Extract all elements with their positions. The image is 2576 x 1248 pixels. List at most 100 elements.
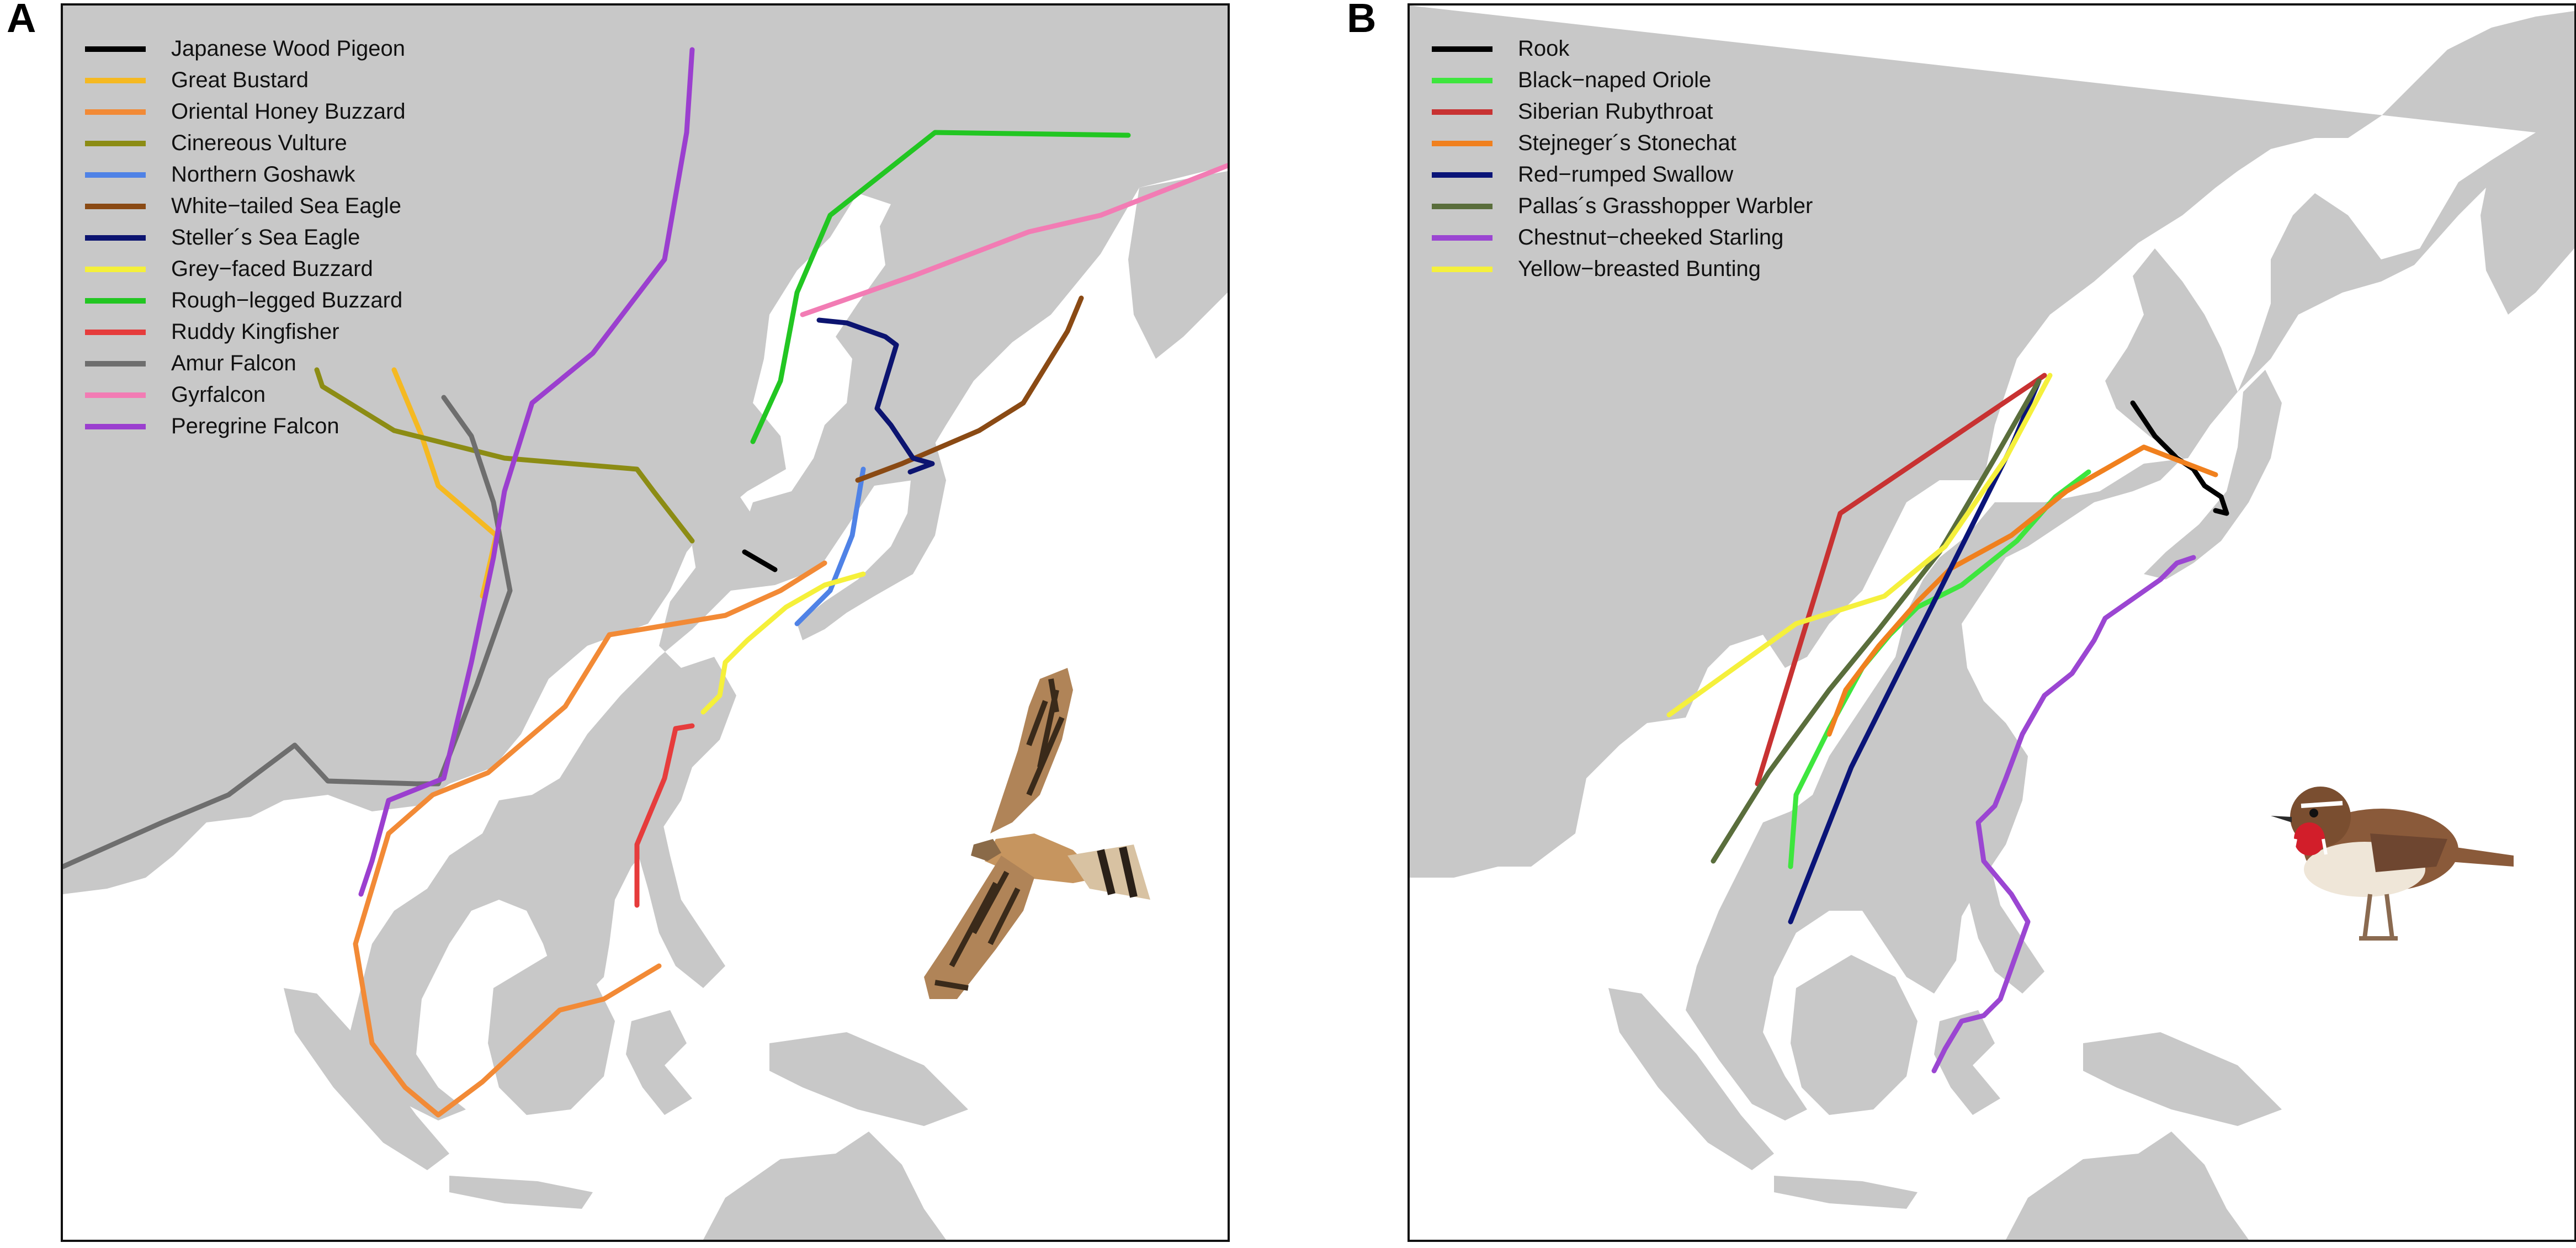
rubythroat-wing	[2370, 833, 2447, 872]
legend-swatch	[1432, 203, 1493, 209]
rubythroat-eyebrow	[2301, 801, 2343, 808]
panel-b-letter: B	[1347, 0, 1377, 41]
asia-mainland	[63, 6, 1228, 1120]
legend-label: Grey−faced Buzzard	[171, 257, 373, 281]
legend-label: Amur Falcon	[171, 351, 296, 375]
legend-label: Gyrfalcon	[171, 383, 266, 407]
new-guinea	[769, 1032, 968, 1126]
legend-item: Great Bustard	[85, 65, 406, 96]
legend-label: Yellow−breasted Bunting	[1518, 257, 1761, 281]
route-cinereous-vulture	[314, 367, 695, 544]
legend-item: Rook	[1432, 33, 1813, 65]
australia	[703, 1132, 946, 1240]
legend-label: Black−naped Oriole	[1518, 68, 1712, 92]
rubythroat-eye	[2309, 809, 2318, 817]
new-guinea-b	[2083, 1032, 2282, 1126]
sumatra	[284, 988, 449, 1170]
sumatra-b	[1608, 988, 1774, 1170]
philippines	[631, 806, 725, 988]
route-ruddy-kingfisher	[634, 723, 695, 908]
legend-swatch	[85, 46, 146, 52]
route-white-tailed-sea-eagle	[855, 295, 1084, 483]
route-siberian-rubythroat	[1755, 373, 2047, 787]
route-rook	[2130, 400, 2229, 516]
legend-a: Japanese Wood Pigeon Great Bustard Orienta…	[85, 33, 406, 442]
sakhalin	[891, 270, 924, 425]
legend-item: Gyrfalcon	[85, 379, 406, 411]
route-yellow-breasted-bunting	[1666, 373, 2053, 718]
taiwan	[629, 718, 654, 778]
legend-label: Cinereous Vulture	[171, 131, 347, 155]
legend-label: Red−rumped Swallow	[1518, 162, 1734, 187]
legend-label: Oriental Honey Buzzard	[171, 99, 406, 124]
borneo	[488, 955, 615, 1115]
korea	[692, 491, 758, 591]
buzzard-upper-wing	[990, 668, 1073, 833]
legend-item: Japanese Wood Pigeon	[85, 33, 406, 65]
legend-swatch	[85, 140, 146, 146]
route-stellers-sea-eagle	[816, 317, 935, 475]
map-a-svg	[63, 6, 1228, 1240]
legend-swatch	[85, 329, 146, 335]
legend-swatch	[85, 360, 146, 367]
borneo-b	[1791, 955, 1918, 1115]
kamchatka	[1128, 171, 1228, 359]
route-japanese-wood-pigeon	[742, 549, 778, 572]
legend-item: Stejneger´s Stonechat	[1432, 128, 1813, 159]
legend-item: Siberian Rubythroat	[1432, 96, 1813, 128]
route-chestnut-cheeked-starling	[1931, 555, 2196, 1074]
legend-swatch	[1432, 77, 1493, 83]
route-oriental-honey-buzzard	[353, 560, 827, 1118]
rubythroat-leg	[2359, 894, 2398, 941]
route-northern-goshawk	[794, 466, 866, 626]
legend-label: White−tailed Sea Eagle	[171, 194, 401, 218]
legend-item: Pallas´s Grasshopper Warbler	[1432, 190, 1813, 222]
legend-item: Ruddy Kingfisher	[85, 316, 406, 348]
legend-item: Steller´s Sea Eagle	[85, 222, 406, 253]
taiwan-b	[1915, 729, 1940, 789]
legend-label: Ruddy Kingfisher	[171, 320, 339, 344]
sulawesi-b	[1934, 1010, 2000, 1115]
legend-item: Oriental Honey Buzzard	[85, 96, 406, 128]
legend-item: Cinereous Vulture	[85, 128, 406, 159]
legend-label: Steller´s Sea Eagle	[171, 225, 360, 249]
legend-label: Peregrine Falcon	[171, 414, 339, 438]
rubythroat-beak	[2271, 816, 2292, 822]
map-b-svg	[1410, 6, 2574, 1240]
buzzard-head	[971, 839, 1001, 861]
legend-label: Siberian Rubythroat	[1518, 99, 1713, 124]
legend-swatch	[1432, 109, 1493, 115]
map-panel-a: Japanese Wood Pigeon Great Bustard Orienta…	[61, 3, 1230, 1242]
australia-b	[2006, 1132, 2249, 1240]
legend-swatch	[85, 298, 146, 304]
migration-routes-a	[63, 47, 1228, 1118]
legend-swatch	[85, 266, 146, 272]
legend-item: Black−naped Oriole	[1432, 65, 1813, 96]
legend-swatch	[1432, 266, 1493, 272]
oriental-honey-buzzard-illustration	[924, 668, 1150, 999]
legend-item: White−tailed Sea Eagle	[85, 190, 406, 222]
legend-swatch	[85, 109, 146, 115]
legend-swatch	[1432, 46, 1493, 52]
legend-label: Rook	[1518, 36, 1570, 61]
legend-label: Stejneger´s Stonechat	[1518, 131, 1736, 155]
legend-b: Rook Black−naped Oriole Siberian Rubythroa…	[1432, 33, 1813, 285]
land-masses	[63, 6, 1228, 1240]
route-grey-faced-buzzard	[700, 571, 866, 715]
legend-item: Peregrine Falcon	[85, 411, 406, 442]
rubythroat-throat-stripe	[2291, 838, 2328, 855]
legend-item: Rough−legged Buzzard	[85, 285, 406, 316]
panel-a-letter: A	[7, 0, 36, 41]
legend-swatch	[1432, 140, 1493, 146]
legend-label: Great Bustard	[171, 68, 309, 92]
java	[449, 1176, 593, 1209]
kamchatka-b	[2481, 138, 2574, 315]
legend-label: Japanese Wood Pigeon	[171, 36, 406, 61]
sulawesi	[626, 1010, 692, 1115]
legend-swatch	[1432, 172, 1493, 178]
java-b	[1774, 1176, 1918, 1209]
legend-label: Chestnut−cheeked Starling	[1518, 225, 1784, 249]
siberian-rubythroat-illustration	[2271, 787, 2514, 941]
route-gyrfalcon	[800, 163, 1228, 317]
route-pallass-grasshopper-warbler	[1711, 378, 2042, 864]
